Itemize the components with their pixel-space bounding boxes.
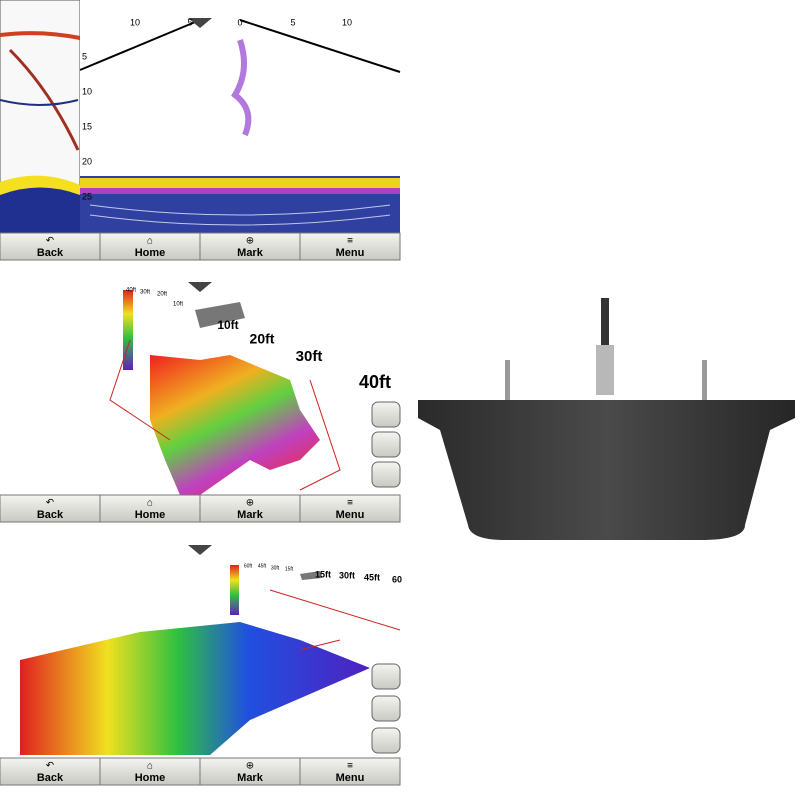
cable — [601, 298, 609, 346]
softkey[interactable] — [299, 757, 401, 786]
chevron — [188, 545, 212, 555]
softkey[interactable] — [199, 494, 301, 523]
label: 45ft — [258, 563, 267, 569]
label: Mark — [237, 509, 264, 521]
softkey-icon: ⌂ — [147, 761, 153, 772]
softkey-icon: ≡ — [347, 761, 353, 772]
echo — [0, 99, 79, 106]
label: Back — [37, 509, 64, 521]
bottom — [80, 178, 400, 188]
label: 10 — [82, 86, 92, 96]
label: 10 — [342, 17, 352, 27]
softkey-icon: ↶ — [46, 498, 54, 509]
label: 45ft — [364, 572, 380, 582]
3d-panel — [109, 282, 341, 495]
view-button[interactable] — [371, 431, 401, 458]
label: 15 — [82, 121, 92, 131]
transducer-photo — [418, 298, 795, 540]
stud — [702, 360, 707, 410]
label: 30ft — [296, 348, 323, 365]
chevron — [188, 282, 212, 292]
softkey-icon: ⌂ — [147, 498, 153, 509]
fish-plume — [231, 39, 252, 137]
boat — [195, 302, 245, 328]
view-button[interactable] — [371, 727, 401, 754]
softkey-icon: ↶ — [46, 236, 54, 247]
softkey[interactable] — [199, 232, 301, 261]
label: 30ft — [140, 290, 150, 296]
label: 25 — [82, 191, 92, 201]
softkey-icon: ⊕ — [246, 236, 254, 247]
label: 20ft — [157, 292, 167, 298]
bottom — [0, 178, 80, 233]
softkey-icon: ⊕ — [246, 761, 254, 772]
label: 40ft — [126, 288, 136, 294]
label: 15ft — [315, 569, 331, 579]
fitting — [596, 345, 614, 395]
boat — [300, 571, 322, 580]
bottom-surface — [150, 355, 320, 495]
label: 5 — [290, 17, 295, 27]
label: Menu — [336, 509, 365, 521]
label: 10 — [130, 17, 140, 27]
label: Menu — [336, 247, 365, 259]
bottom-surface — [20, 622, 370, 755]
bottom — [0, 175, 80, 195]
label: Mark — [237, 772, 264, 784]
color-scale — [123, 290, 133, 370]
softkey[interactable] — [299, 232, 401, 261]
label: 0 — [237, 17, 242, 27]
bottom — [80, 188, 400, 194]
ripple — [89, 204, 391, 226]
softkey[interactable] — [0, 757, 101, 786]
coverage-outline — [109, 339, 341, 491]
view-button[interactable] — [371, 461, 401, 488]
view-button[interactable] — [371, 401, 401, 428]
label: Back — [37, 772, 64, 784]
softkey[interactable] — [0, 232, 101, 261]
label: 60 — [392, 574, 402, 584]
softkey-icon: ≡ — [347, 498, 353, 509]
echo — [0, 31, 81, 40]
label: 20ft — [250, 331, 275, 347]
label: Menu — [336, 772, 365, 784]
softkey-icon: ⌂ — [147, 236, 153, 247]
label: Mark — [237, 247, 264, 259]
softkey-icon: ↶ — [46, 761, 54, 772]
label: 5 — [82, 51, 87, 61]
softkey[interactable] — [299, 494, 401, 523]
side-buttons — [371, 401, 401, 754]
housing — [418, 400, 795, 540]
view-button[interactable] — [371, 695, 401, 722]
label: Home — [135, 772, 166, 784]
label: 20 — [82, 156, 92, 166]
label: 5 — [187, 17, 192, 27]
label: 40ft — [359, 372, 391, 392]
label: Back — [37, 247, 64, 259]
softkey[interactable] — [99, 757, 201, 786]
label: 10ft — [217, 318, 238, 332]
beam — [79, 19, 401, 73]
echo — [8, 48, 80, 151]
softkey[interactable] — [199, 757, 301, 786]
view-button[interactable] — [371, 663, 401, 690]
3d-panel — [20, 545, 401, 755]
softkey-icon: ≡ — [347, 236, 353, 247]
label: 10ft — [173, 302, 183, 308]
stud — [505, 360, 510, 410]
label: Home — [135, 509, 166, 521]
label: 30ft — [339, 570, 355, 580]
chevron — [188, 18, 212, 28]
sonar-panel — [0, 0, 401, 234]
coverage-outline — [269, 589, 401, 651]
label: 60ft — [244, 563, 253, 569]
color-scale — [230, 565, 239, 615]
label: 30ft — [271, 565, 280, 571]
label: Home — [135, 247, 166, 259]
label: 15ft — [285, 566, 294, 572]
softkey-icon: ⊕ — [246, 498, 254, 509]
